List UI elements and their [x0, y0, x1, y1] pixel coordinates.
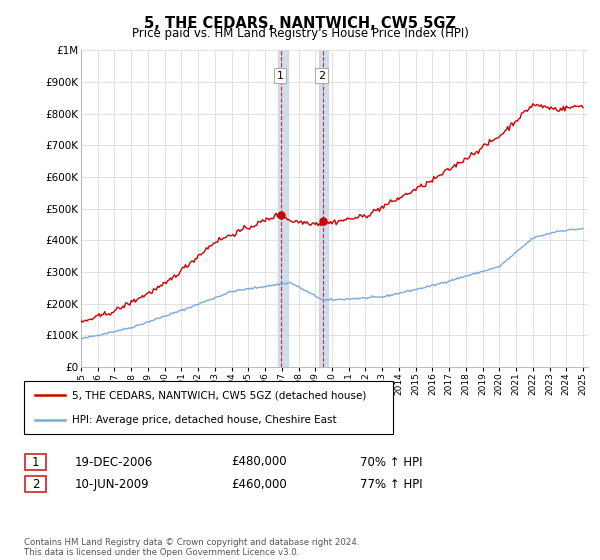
Text: 5, THE CEDARS, NANTWICH, CW5 5GZ (detached house): 5, THE CEDARS, NANTWICH, CW5 5GZ (detach…	[72, 390, 367, 400]
Text: 70% ↑ HPI: 70% ↑ HPI	[360, 455, 422, 469]
Bar	[278, 50, 287, 367]
Text: HPI: Average price, detached house, Cheshire East: HPI: Average price, detached house, Ches…	[72, 414, 337, 424]
Text: £460,000: £460,000	[231, 478, 287, 491]
Bar	[319, 50, 328, 367]
Text: 2: 2	[32, 478, 39, 491]
Text: 1: 1	[277, 71, 283, 81]
Text: Contains HM Land Registry data © Crown copyright and database right 2024.
This d: Contains HM Land Registry data © Crown c…	[24, 538, 359, 557]
Text: £480,000: £480,000	[231, 455, 287, 469]
Text: 1: 1	[32, 455, 39, 469]
Text: 5, THE CEDARS, NANTWICH, CW5 5GZ: 5, THE CEDARS, NANTWICH, CW5 5GZ	[144, 16, 456, 31]
Text: 2: 2	[318, 71, 325, 81]
Text: 19-DEC-2006: 19-DEC-2006	[75, 455, 153, 469]
Text: 77% ↑ HPI: 77% ↑ HPI	[360, 478, 422, 491]
Text: 10-JUN-2009: 10-JUN-2009	[75, 478, 149, 491]
FancyBboxPatch shape	[24, 381, 393, 434]
Text: Price paid vs. HM Land Registry's House Price Index (HPI): Price paid vs. HM Land Registry's House …	[131, 27, 469, 40]
